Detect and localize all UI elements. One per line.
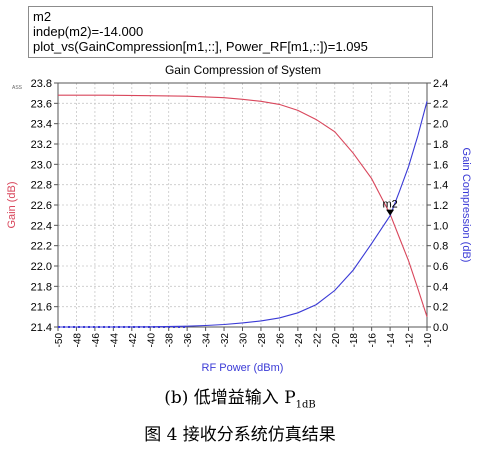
- y-left-tick-label: 23.2: [31, 139, 52, 151]
- marker-m2-triangle: [386, 209, 395, 216]
- y-right-tick-label: 1.8: [433, 139, 448, 151]
- right-axis: 0.0 0.2 0.4 0.6 0.8 1.0 1.2 1.4 1.6 1.8 2.0 2.2 2.4: [427, 78, 448, 334]
- y-right-tick-label: 1.6: [433, 159, 448, 171]
- marker-dep-value: plot_vs(GainCompression[m1,::], Power_RF…: [33, 39, 368, 54]
- y-axis-left-label: Gain (dB): [6, 181, 18, 228]
- y-left-tick-label: 22.2: [31, 241, 52, 253]
- y-left-tick-label: 21.6: [31, 302, 52, 314]
- x-tick-label: -20: [331, 333, 342, 348]
- x-tick-label: -24: [294, 333, 305, 348]
- y-right-tick-label: 1.0: [433, 220, 448, 232]
- x-tick-label: -12: [405, 333, 416, 348]
- y-right-tick-label: 1.2: [433, 200, 448, 212]
- x-tick-label: -50: [54, 333, 65, 348]
- y-left-tick-label: 23.4: [31, 119, 52, 131]
- x-tick-label: -14: [386, 333, 397, 348]
- x-tick-label: -30: [239, 333, 250, 348]
- y-left-tick-label: 22.4: [31, 220, 52, 232]
- y-left-tick-label: 22.6: [31, 200, 52, 212]
- x-tick-label: -18: [349, 333, 360, 348]
- x-tick-label: -28: [257, 333, 268, 348]
- y-right-tick-label: 0.8: [433, 241, 448, 253]
- x-tick-label: -46: [91, 333, 102, 348]
- left-axis: 21.4 21.6 21.8 22.0 22.2 22.4 22.6 22.8 23.0 23.2…: [31, 78, 58, 334]
- gain-compression-line: [58, 101, 428, 328]
- x-tick-label: -36: [183, 333, 194, 348]
- subfigure-caption-text: (b) 低增益输入 P: [164, 388, 296, 408]
- plot-area: [57, 82, 428, 328]
- marker-indep-value: indep(m2)=-14.000: [33, 24, 144, 39]
- y-left-tick-label: 23.0: [31, 159, 52, 171]
- x-tick-label: -44: [109, 333, 120, 348]
- subfigure-caption: (b) 低增益输入 P1dB: [0, 383, 480, 410]
- x-tick-label: -32: [220, 333, 231, 348]
- y-right-tick-label: 2.2: [433, 98, 448, 110]
- y-right-tick-label: 1.4: [433, 180, 448, 192]
- grid: [57, 82, 428, 328]
- y-axis-right-label: Gain Compression (dB): [460, 148, 472, 263]
- y-left-tick-label: 23.8: [31, 78, 52, 90]
- chart-title: Gain Compression of System: [165, 63, 321, 77]
- x-tick-label: -38: [165, 333, 176, 348]
- marker-name: m2: [33, 9, 52, 24]
- y-left-tick-label: 23.6: [31, 98, 52, 110]
- subfigure-caption-subscript: 1dB: [295, 399, 316, 411]
- y-left-tick-label: 22.0: [31, 261, 52, 273]
- x-tick-label: -48: [72, 333, 83, 348]
- gain-compression-chart: Gain Compression of System ASS 21.421.62…: [6, 63, 472, 374]
- figure-caption: 图 4 接收分系统仿真结果: [144, 425, 336, 445]
- series-layer: m2: [58, 94, 428, 328]
- corner-label: ASS: [12, 85, 23, 91]
- x-axis: -50 -48 -46 -44 -42 -40 -38 -36 -34 -32 -30 -28 -26-…: [54, 327, 434, 347]
- marker-readout-box: m2 indep(m2)=-14.000 plot_vs(GainCompres…: [28, 6, 433, 58]
- y-right-tick-label: 0.2: [433, 302, 448, 314]
- y-right-tick-label: 0.4: [433, 281, 448, 293]
- y-right-tick-label: 2.4: [433, 78, 448, 90]
- x-tick-label: -34: [202, 333, 213, 348]
- x-tick-label: -40: [146, 333, 157, 348]
- y-left-tick-label: 22.8: [31, 180, 52, 192]
- x-tick-label: -22: [312, 333, 323, 348]
- y-right-tick-label: 0.0: [433, 322, 448, 334]
- marker-m2-label: m2: [382, 199, 397, 211]
- y-right-tick-label: 2.0: [433, 119, 448, 131]
- x-tick-label: -10: [423, 333, 434, 348]
- y-left-tick-label: 21.4: [31, 322, 52, 334]
- x-axis-label: RF Power (dBm): [202, 362, 284, 374]
- x-tick-label: -16: [368, 333, 379, 348]
- x-tick-label: -26: [275, 333, 286, 348]
- y-right-tick-label: 0.6: [433, 261, 448, 273]
- x-tick-label: -42: [128, 333, 139, 348]
- gain-line: [58, 94, 428, 317]
- y-left-tick-label: 21.8: [31, 281, 52, 293]
